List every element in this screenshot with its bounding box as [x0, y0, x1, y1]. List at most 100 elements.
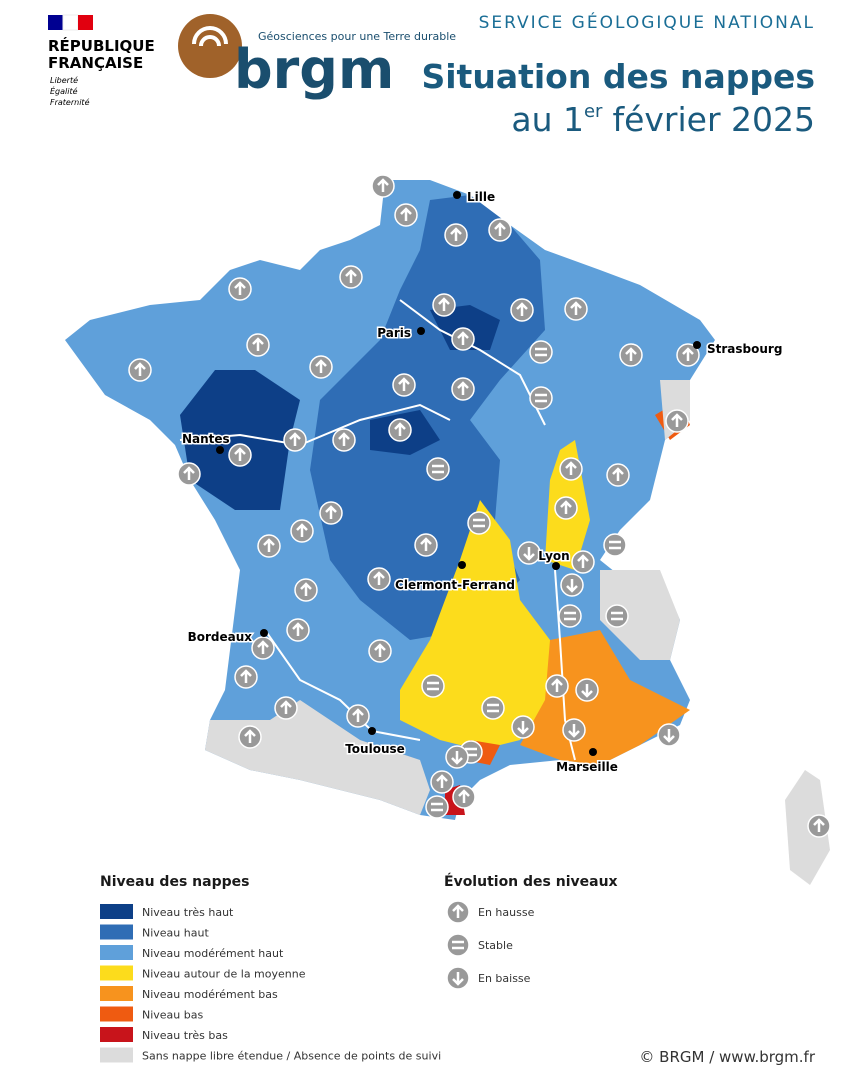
trend-symbol: [457, 381, 469, 395]
trend-symbol: [663, 729, 675, 743]
motto: Liberté: [50, 75, 78, 85]
legend-swatch: [100, 945, 133, 960]
trend-symbol: [609, 540, 621, 550]
trend-symbol: [450, 227, 462, 241]
trend-symbol: [570, 301, 582, 315]
city-dot: [216, 446, 224, 454]
legend-label: Niveau bas: [142, 1009, 203, 1022]
legend-swatch: [100, 965, 133, 981]
trend-icon: [425, 795, 449, 819]
city-dot: [693, 341, 701, 349]
city-dot: [589, 748, 597, 756]
republic-line: RÉPUBLIQUE: [48, 36, 155, 55]
legend-label: Niveau modérément haut: [142, 947, 284, 960]
trend-icon: [421, 674, 445, 698]
city-dot: [458, 561, 466, 569]
date-rest: février 2025: [612, 100, 815, 139]
legend: Niveau des nappes Niveau très haut Niveau …: [100, 873, 618, 1063]
trend-symbol: [289, 432, 301, 446]
city-label: Marseille: [556, 760, 618, 774]
legend-label: Stable: [478, 939, 513, 952]
trend-symbol: [325, 505, 337, 519]
trend-symbol: [377, 178, 389, 192]
trend-symbol: [516, 302, 528, 316]
trend-symbol: [452, 904, 464, 918]
trend-symbol: [244, 729, 256, 743]
legend-label: Niveau modérément bas: [142, 988, 278, 1001]
city-label: Nantes: [182, 432, 230, 446]
trend-symbol: [494, 222, 506, 236]
legend-swatch: [100, 1006, 133, 1022]
legend-title: Évolution des niveaux: [444, 873, 618, 890]
river: [179, 403, 451, 447]
trend-symbol: [374, 643, 386, 657]
city-label: Bordeaux: [188, 630, 253, 644]
trend-icon: [481, 696, 505, 720]
date-prefix: au 1: [511, 100, 584, 139]
trend-symbol: [452, 972, 464, 986]
trend-symbol: [292, 622, 304, 636]
legend-swatch: [100, 1027, 133, 1042]
trend-symbol: [535, 347, 547, 357]
trend-symbol: [398, 377, 410, 391]
trend-symbol: [436, 774, 448, 788]
trend-symbol: [581, 684, 593, 698]
trend-symbol: [134, 362, 146, 376]
trend-symbol: [551, 678, 563, 692]
trend-icon: [426, 457, 450, 481]
trend-symbol: [671, 413, 683, 427]
legend-label: En hausse: [478, 906, 535, 919]
trend-symbol: [682, 347, 694, 361]
trend-symbol: [400, 207, 412, 221]
trend-icon: [529, 386, 553, 410]
date: au 1er février 2025: [511, 100, 815, 139]
trend-icon: [467, 511, 491, 535]
trend-symbol: [420, 537, 432, 551]
trend-symbol: [813, 818, 825, 832]
trend-symbol: [568, 724, 580, 738]
motto: Fraternité: [50, 97, 90, 107]
trend-symbol: [296, 523, 308, 537]
legend-label: Niveau autour de la moyenne: [142, 968, 306, 981]
trend-symbol: [565, 461, 577, 475]
date-ordinal: er: [584, 101, 603, 122]
republic-line: FRANÇAISE: [48, 54, 143, 72]
trend-symbol: [427, 681, 439, 691]
city-label: Paris: [377, 326, 411, 340]
trend-symbol: [611, 611, 623, 621]
brgm-logo: Géosciences pour une Terre durable brgm: [178, 14, 456, 101]
footer: © BRGM / www.brgm.fr: [639, 1048, 815, 1066]
trend-symbol: [431, 802, 443, 812]
trend-symbol: [234, 447, 246, 461]
trend-icon: [603, 533, 627, 557]
legend-label: En baisse: [478, 972, 531, 985]
trend-symbol: [280, 700, 292, 714]
trend-symbol: [338, 432, 350, 446]
trend-symbol: [183, 466, 195, 480]
trend-symbol: [577, 554, 589, 568]
legend-label: Niveau très haut: [142, 906, 234, 919]
trend-symbol: [252, 337, 264, 351]
trend-symbol: [523, 547, 535, 561]
trend-symbol: [487, 703, 499, 713]
trend-symbol: [240, 669, 252, 683]
trend-symbol: [394, 422, 406, 436]
city-label: Clermont-Ferrand: [395, 578, 515, 592]
trend-symbol: [612, 467, 624, 481]
river: [399, 299, 546, 426]
city-label: Strasbourg: [707, 342, 782, 356]
trend-symbol: [263, 538, 275, 552]
trend-symbol: [625, 347, 637, 361]
tagline: Géosciences pour une Terre durable: [258, 30, 456, 43]
service: SERVICE GÉOLOGIQUE NATIONAL: [479, 11, 815, 33]
trend-symbol: [438, 297, 450, 311]
legend-swatch: [100, 1047, 133, 1063]
city-dot: [453, 191, 461, 199]
trend-symbol: [560, 500, 572, 514]
trend-symbol: [373, 571, 385, 585]
trend-symbol: [432, 464, 444, 474]
republic-logo: RÉPUBLIQUE FRANÇAISE Liberté Égalité Fra…: [48, 14, 155, 107]
trend-icon: [446, 933, 470, 957]
motto: Égalité: [50, 85, 78, 96]
